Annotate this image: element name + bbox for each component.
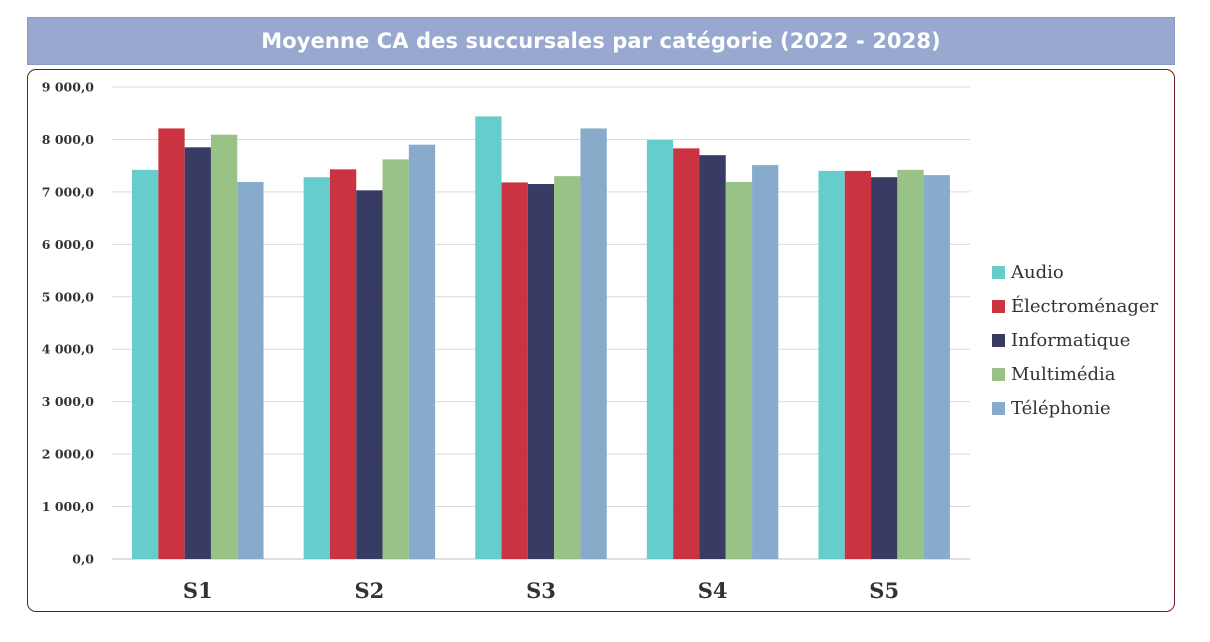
legend-swatch [992,265,1005,279]
y-tick-label: 0,0 [72,552,94,567]
x-tick-label: S5 [869,578,899,603]
legend-swatch [992,299,1005,313]
legend-label: Téléphonie [1011,397,1111,419]
x-tick-label: S3 [526,578,556,603]
y-tick-label: 7 000,0 [42,184,94,199]
bar-s5-0 [818,170,845,559]
legend-label: Audio [1011,261,1064,283]
bar-s2-3 [382,159,409,559]
x-tick-label: S4 [698,578,728,603]
legend-label: Informatique [1011,329,1131,351]
bar-s4-3 [725,181,753,559]
legend-swatch [992,333,1005,347]
y-tick-label: 5 000,0 [42,289,94,304]
bar-s2-2 [356,190,383,559]
bar-s5-1 [844,170,872,559]
bars [132,116,950,560]
bar-s1-4 [237,181,264,559]
y-tick-label: 3 000,0 [42,394,94,409]
legend-item: Électroménager [992,289,1158,323]
bar-s3-0 [475,116,502,559]
bar-s1-0 [132,169,159,559]
bar-s4-2 [699,155,726,559]
bar-s3-4 [580,128,607,560]
bar-s2-4 [408,144,436,559]
y-axis-ticks: 0,0 1 000,0 2 000,0 3 000,0 4 000,0 5 000,0 6 … [42,80,95,567]
bar-s4-0 [646,139,674,560]
bar-s1-3 [210,134,238,560]
legend-item: Informatique [992,323,1158,357]
bar-s5-2 [871,177,898,559]
legend-item: Multimédia [992,357,1158,391]
y-tick-label: 2 000,0 [42,447,94,462]
y-tick-label: 9 000,0 [42,80,94,95]
chart-title: Moyenne CA des succursales par catégorie… [261,29,941,53]
legend: Audio Électroménager Informatique Multimédi… [992,255,1158,425]
x-axis-ticks: S1 S2 S3 S4 S5 [183,578,899,603]
chart-title-bar: Moyenne CA des succursales par catégorie… [27,17,1175,65]
bar-s3-1 [501,182,528,559]
bar-s1-1 [158,128,185,560]
legend-item: Audio [992,255,1158,289]
bar-s5-3 [897,169,924,559]
bar-s3-2 [527,184,555,559]
bar-s4-4 [752,165,779,560]
bar-s3-3 [554,176,581,559]
bar-s2-1 [329,169,357,560]
legend-label: Multimédia [1011,363,1116,385]
x-tick-label: S1 [183,578,213,603]
y-tick-label: 4 000,0 [42,342,94,357]
y-tick-label: 8 000,0 [42,132,94,147]
bar-s5-4 [923,175,950,559]
legend-swatch [992,401,1005,415]
legend-swatch [992,367,1005,381]
x-tick-label: S2 [355,578,385,603]
y-tick-label: 1 000,0 [42,499,94,514]
legend-item: Téléphonie [992,391,1158,425]
bar-s4-1 [673,148,700,560]
legend-label: Électroménager [1011,295,1159,317]
bar-s1-2 [184,147,211,560]
y-tick-label: 6 000,0 [42,237,94,252]
bar-s2-0 [303,177,330,559]
